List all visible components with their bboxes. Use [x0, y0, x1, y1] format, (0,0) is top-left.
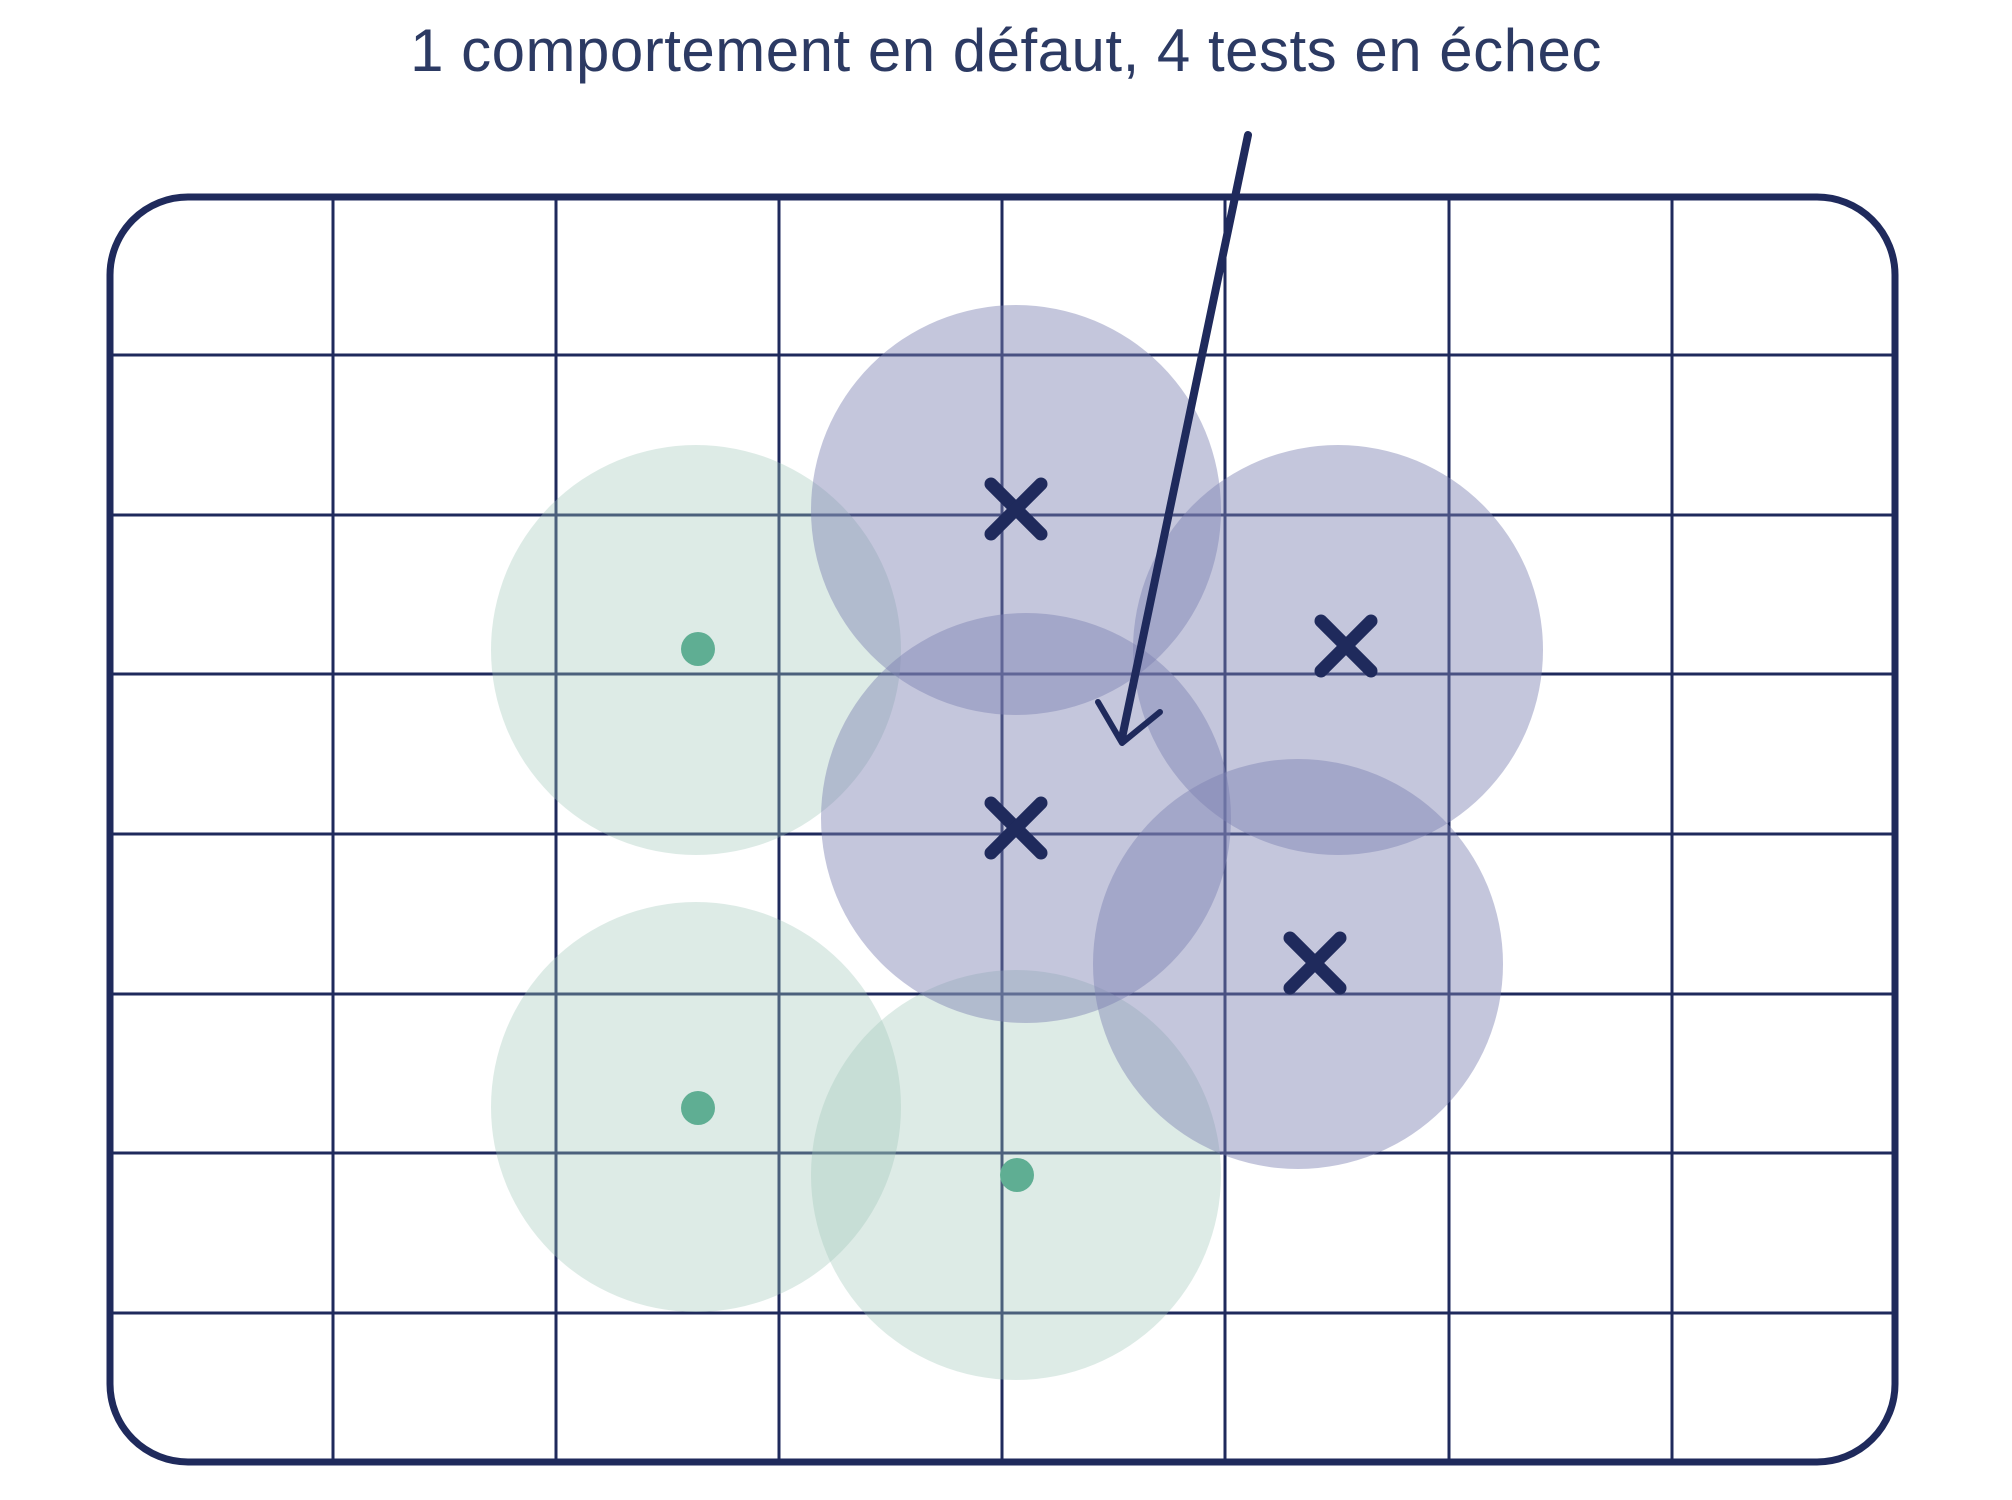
arrow-head	[1095, 699, 1163, 746]
failing-test-area	[1093, 759, 1503, 1169]
cross-icon	[1283, 931, 1347, 995]
arrow-shaft	[1118, 131, 1252, 742]
cross-icon	[984, 477, 1048, 541]
passing-test-markers	[681, 632, 1034, 1192]
cross-icon	[984, 796, 1048, 860]
cross-icon	[1314, 614, 1378, 678]
dot-icon	[681, 632, 715, 666]
dot-icon	[681, 1091, 715, 1125]
input-space-frame	[106, 193, 1899, 1466]
arrow-icon	[1095, 131, 1252, 746]
dot-icon	[1000, 1158, 1034, 1192]
failing-test-markers	[984, 477, 1378, 995]
diagram-caption: 1 comportement en défaut, 4 tests en éch…	[410, 17, 1602, 84]
